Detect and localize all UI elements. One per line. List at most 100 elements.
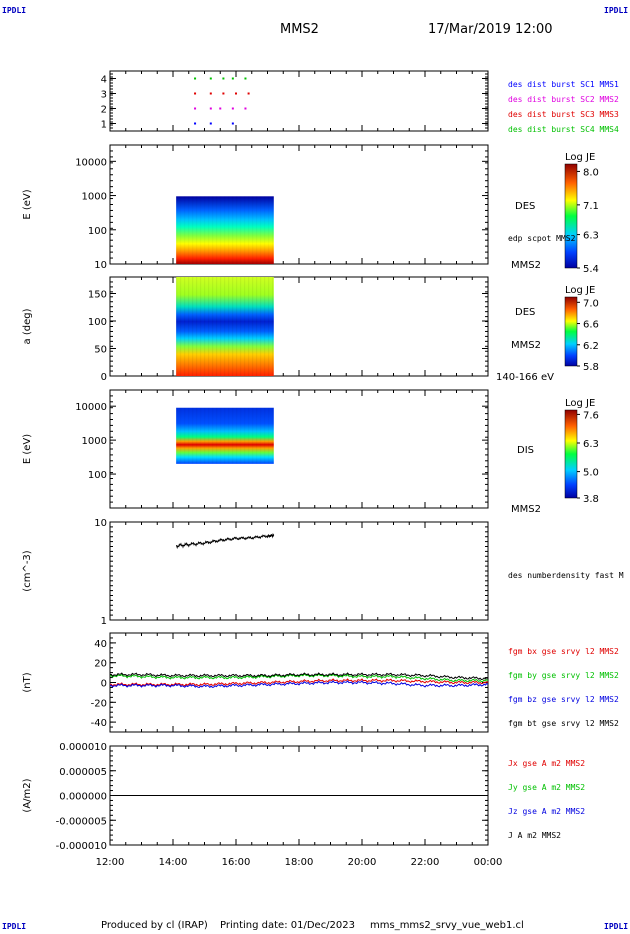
panel-frame bbox=[109, 276, 489, 377]
overlay-label: edp scpot MMS2 bbox=[508, 234, 576, 243]
spectrogram-texture bbox=[244, 196, 245, 264]
series-line bbox=[109, 673, 489, 683]
axis-label: a (deg) bbox=[22, 308, 33, 344]
y-tick-label: 2 bbox=[101, 105, 107, 116]
colorbar-tick-label: 7.1 bbox=[583, 201, 599, 212]
burst-marker bbox=[219, 107, 222, 110]
y-tick-label: 10000 bbox=[75, 402, 107, 413]
colorbar-tick-label: 5.8 bbox=[583, 362, 599, 373]
y-tick-label: 1000 bbox=[82, 192, 107, 203]
spectrogram-texture bbox=[200, 277, 202, 376]
spectrogram-texture bbox=[188, 277, 190, 376]
x-tick-label: 14:00 bbox=[159, 857, 188, 868]
colorbar-tick-label: 6.6 bbox=[583, 320, 599, 331]
spectrogram-texture bbox=[228, 196, 229, 264]
y-tick-label: -0.000005 bbox=[56, 816, 107, 827]
spectrogram-texture bbox=[216, 408, 217, 464]
spectrogram-texture bbox=[208, 408, 209, 464]
colorbar bbox=[564, 409, 578, 499]
spectrogram-texture bbox=[184, 277, 186, 376]
axis-label: E (eV) bbox=[22, 434, 33, 464]
spectrogram-texture bbox=[260, 277, 262, 376]
spectrogram-texture bbox=[264, 196, 265, 264]
spectrogram-texture bbox=[220, 196, 221, 264]
colorbar-tick-label: 5.0 bbox=[583, 468, 599, 479]
burst-marker bbox=[244, 107, 247, 110]
spectrogram-texture bbox=[188, 408, 189, 464]
colorbar-tick-label: 8.0 bbox=[583, 167, 599, 178]
y-tick-label: 100 bbox=[88, 226, 107, 237]
corner-label-top-right: IPDLI bbox=[604, 6, 629, 15]
spectrogram-texture bbox=[232, 277, 234, 376]
panel-frame bbox=[109, 521, 489, 621]
spectrogram-texture bbox=[220, 277, 222, 376]
spectrogram-texture bbox=[256, 196, 257, 264]
spectrogram-texture bbox=[256, 408, 257, 464]
y-tick-label: 3 bbox=[101, 90, 107, 101]
series-line bbox=[109, 678, 489, 687]
burst-marker bbox=[194, 122, 197, 125]
y-tick-label: 100 bbox=[88, 470, 107, 481]
x-tick-label: 16:00 bbox=[222, 857, 251, 868]
spectrogram-texture bbox=[200, 408, 201, 464]
axis-label: (A/m2) bbox=[22, 778, 33, 812]
y-tick-label: 20 bbox=[94, 659, 107, 670]
footer-filename: mms_mms2_srvy_vue_web1.cl bbox=[370, 920, 524, 931]
spectrogram-texture bbox=[248, 408, 249, 464]
corner-label-bottom-right: IPDLI bbox=[604, 922, 629, 931]
y-tick-label: 150 bbox=[88, 290, 107, 301]
spectrogram-texture bbox=[212, 196, 213, 264]
legend-entry: des numberdensity fast M bbox=[508, 571, 624, 580]
y-tick-label: 0.000010 bbox=[59, 742, 107, 753]
spectrogram-texture bbox=[232, 196, 233, 264]
spectrogram-texture bbox=[176, 196, 177, 264]
series-line bbox=[109, 672, 489, 681]
spectrogram-texture bbox=[244, 277, 246, 376]
spectrogram-texture bbox=[244, 408, 245, 464]
spectrogram-texture bbox=[220, 408, 221, 464]
burst-marker bbox=[231, 122, 234, 125]
spectrogram-texture bbox=[264, 408, 265, 464]
burst-marker bbox=[231, 77, 234, 80]
axis-label: (cm^-3) bbox=[22, 550, 33, 591]
y-tick-label: 40 bbox=[94, 639, 107, 650]
x-tick-label: 18:00 bbox=[285, 857, 314, 868]
burst-marker bbox=[222, 77, 225, 80]
y-tick-label: 1 bbox=[101, 616, 107, 627]
legend-entry: Jz gse A m2 MMS2 bbox=[508, 807, 585, 816]
spectrogram-texture bbox=[192, 196, 193, 264]
x-tick-label: 12:00 bbox=[96, 857, 125, 868]
series-line bbox=[175, 533, 275, 550]
legend-entry: des dist burst SC4 MMS4 bbox=[508, 125, 619, 134]
spectrogram-texture bbox=[232, 408, 233, 464]
spectrogram-texture bbox=[252, 277, 254, 376]
spectrogram-texture bbox=[204, 408, 205, 464]
spectrogram-texture bbox=[180, 408, 181, 464]
spectrogram-texture bbox=[184, 196, 185, 264]
y-tick-label: -20 bbox=[91, 698, 107, 709]
legend-entry: des dist burst SC3 MMS3 bbox=[508, 110, 619, 119]
spectrogram-texture bbox=[268, 277, 270, 376]
spectrogram-texture bbox=[228, 277, 230, 376]
spectrogram-texture bbox=[208, 277, 210, 376]
burst-marker bbox=[209, 77, 212, 80]
colorbar-tick-label: 7.6 bbox=[583, 410, 599, 421]
spectrogram-texture bbox=[204, 196, 205, 264]
panel-frame bbox=[109, 70, 489, 132]
corner-label-bottom-left: IPDLI bbox=[2, 922, 27, 931]
footer-printing-date: Printing date: 01/Dec/2023 bbox=[220, 920, 356, 931]
spectrogram-texture bbox=[200, 196, 201, 264]
burst-marker bbox=[194, 92, 197, 95]
spectrogram-texture bbox=[180, 277, 182, 376]
spectrogram-texture bbox=[252, 196, 253, 264]
spectrogram-texture bbox=[180, 196, 181, 264]
spectrogram-texture bbox=[192, 408, 193, 464]
spectrogram-image bbox=[176, 277, 274, 376]
satellite-label: MMS2 bbox=[511, 504, 541, 515]
y-tick-label: 0.000000 bbox=[59, 792, 107, 803]
spectrogram-image bbox=[176, 196, 274, 264]
y-tick-label: 10000 bbox=[75, 157, 107, 168]
spectrogram-texture bbox=[272, 277, 274, 376]
legend-entry: des dist burst SC2 MMS2 bbox=[508, 95, 619, 104]
colorbar-tick-label: 5.4 bbox=[583, 264, 599, 275]
